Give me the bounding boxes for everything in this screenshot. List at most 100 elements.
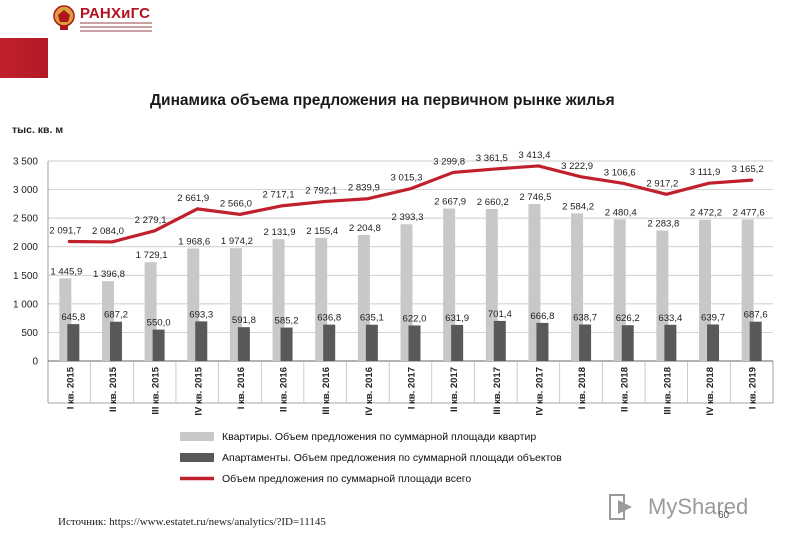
legend-label: Апартаменты. Объем предложения по суммар… (222, 452, 562, 464)
axis-layer: тыс. кв. м 0 500 1 000 1 500 2 000 2 500 3 000 3… (12, 124, 774, 416)
data-label-serviced: 636,8 (317, 313, 341, 324)
x-tick-label: I кв. 2016 (236, 367, 247, 409)
data-label-total: 3 111,9 (690, 167, 721, 178)
bar-apartments-serviced (195, 321, 208, 361)
data-label-total: 3 413,4 (518, 150, 551, 161)
y-tick-label: 1 000 (13, 299, 38, 310)
data-label-total: 2 566,0 (220, 198, 252, 209)
data-label-serviced: 626,2 (616, 313, 640, 324)
data-label-flats: 1 729,1 (136, 250, 168, 261)
data-label-total: 2 839,9 (348, 183, 380, 194)
x-tick-label: II кв. 2016 (279, 367, 290, 412)
data-label-total: 2 279,1 (135, 215, 167, 226)
data-label-serviced: 687,6 (744, 310, 768, 321)
slide-number: 60 (718, 510, 730, 521)
line-total (67, 164, 754, 244)
data-label-total: 3 165,2 (732, 164, 764, 175)
data-label-serviced: 631,9 (445, 313, 469, 324)
x-tick-label: IV кв. 2016 (364, 367, 375, 416)
data-label-flats: 2 584,2 (562, 201, 594, 212)
y-tick-label: 0 (32, 357, 38, 368)
bar-layer (59, 204, 762, 361)
data-label-flats: 2 155,4 (306, 226, 339, 237)
data-label-flats: 2 746,5 (519, 192, 551, 203)
x-tick-label: III кв. 2018 (662, 367, 673, 415)
bar-apartments-serviced (408, 325, 421, 361)
data-label-serviced: 639,7 (701, 312, 725, 323)
header-accent-fade (0, 38, 48, 78)
x-tick-label: I кв. 2019 (748, 367, 759, 409)
x-tick-label: IV кв. 2017 (534, 367, 545, 416)
bar-apartments-serviced (493, 320, 506, 361)
data-label-flats: 1 974,2 (221, 236, 253, 247)
data-label-serviced: 666,8 (530, 311, 554, 322)
bar-apartments-serviced (109, 321, 122, 361)
data-label-flats: 2 472,2 (690, 208, 722, 219)
x-tick-label: III кв. 2016 (321, 367, 332, 415)
legend-label: Квартиры. Объем предложения по суммарной… (222, 431, 536, 443)
data-label-serviced: 635,1 (360, 313, 384, 324)
data-label-total: 2 917,2 (646, 178, 678, 189)
bar-apartments-serviced (536, 322, 549, 361)
bar-apartments-flats (443, 208, 456, 361)
data-label-flats: 1 445,9 (50, 266, 82, 277)
y-tick-label: 500 (21, 328, 38, 339)
data-label-serviced: 591,8 (232, 315, 256, 326)
data-label-serviced: 638,7 (573, 313, 597, 324)
data-label-total: 2 661,9 (177, 193, 209, 204)
legend-label: Объем предложения по суммарной площади в… (222, 473, 471, 485)
data-label-flats: 2 131,9 (264, 227, 296, 238)
data-label-flats: 2 204,8 (349, 223, 381, 234)
source-note: Источник: https://www.estatet.ru/news/an… (58, 516, 326, 528)
data-label-serviced: 585,2 (275, 316, 299, 327)
bar-apartments-serviced (451, 324, 464, 361)
bar-apartments-serviced (621, 325, 634, 361)
data-label-total: 3 299,8 (433, 156, 465, 167)
logo-text: РАНХиГС (80, 5, 151, 22)
data-label-flats: 1 396,8 (93, 269, 125, 280)
label-layer: 1 445,9 1 396,8 1 729,1 1 968,6 1 974,2 2 131… (49, 150, 767, 329)
x-tick-label: II кв. 2015 (108, 366, 119, 412)
bar-apartments-serviced (579, 324, 592, 361)
data-label-serviced: 693,3 (189, 309, 213, 320)
emblem-icon (53, 5, 75, 30)
data-label-serviced: 622,0 (402, 313, 426, 324)
bar-apartments-serviced (323, 324, 336, 361)
bar-apartments-flats (571, 213, 584, 361)
data-label-serviced: 633,4 (658, 313, 683, 324)
chart-title: Динамика объема предложения на первичном… (150, 92, 615, 109)
data-label-total: 2 717,1 (263, 190, 295, 201)
data-label-flats: 1 968,6 (178, 237, 210, 248)
data-label-flats: 2 660,2 (477, 197, 509, 208)
x-tick-label: I кв. 2017 (407, 367, 418, 409)
data-label-total: 3 106,6 (604, 167, 636, 178)
data-label-total: 3 222,9 (561, 161, 593, 172)
line-layer (67, 164, 754, 244)
bar-apartments-serviced (67, 324, 80, 361)
data-label-serviced: 701,4 (488, 309, 513, 320)
data-label-serviced: 645,8 (61, 312, 85, 323)
data-label-flats: 2 393,3 (391, 212, 423, 223)
data-label-serviced: 550,0 (147, 318, 171, 329)
bar-apartments-serviced (749, 321, 762, 361)
legend-swatch (180, 453, 214, 462)
y-tick-label: 2 500 (13, 214, 38, 225)
x-tick-label: IV кв. 2015 (193, 366, 204, 415)
watermark-text: MyShared (648, 494, 749, 519)
legend-swatch (180, 432, 214, 441)
x-tick-label: II кв. 2017 (449, 367, 460, 412)
watermark: MyShared (608, 489, 768, 525)
data-label-total: 3 361,5 (476, 153, 508, 164)
bar-apartments-serviced (664, 324, 677, 361)
logo: РАНХиГС (52, 4, 152, 36)
data-label-serviced: 687,2 (104, 310, 128, 321)
y-axis-label: тыс. кв. м (12, 124, 63, 136)
x-tick-label: IV кв. 2018 (705, 367, 716, 416)
x-tick-label: III кв. 2017 (492, 367, 503, 415)
bar-apartments-serviced (280, 327, 293, 361)
data-label-flats: 2 480,4 (605, 207, 638, 218)
bar-apartments-serviced (152, 329, 165, 361)
x-tick-label: III кв. 2015 (151, 366, 162, 414)
data-label-total: 2 792,1 (305, 185, 337, 196)
